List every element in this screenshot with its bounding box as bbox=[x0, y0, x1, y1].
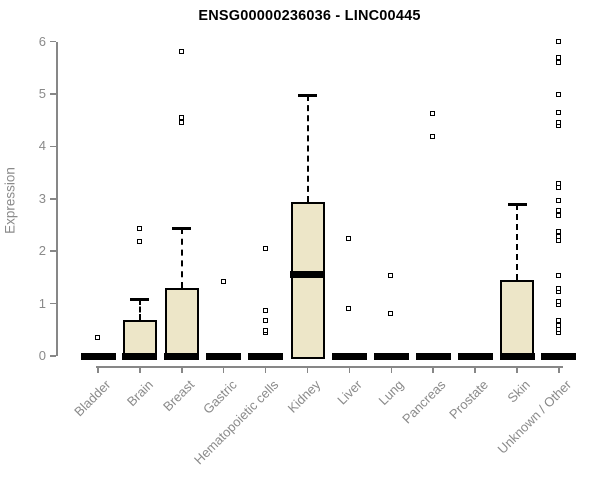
median-bar bbox=[248, 352, 284, 360]
box bbox=[290, 201, 325, 360]
chart-title: ENSG00000236036 - LINC00445 bbox=[198, 8, 421, 24]
outlier-point bbox=[136, 238, 142, 244]
outlier-point bbox=[555, 181, 561, 187]
x-tick-label: Pancreas bbox=[399, 377, 449, 427]
outlier-point bbox=[555, 229, 561, 235]
y-tick bbox=[50, 198, 56, 200]
box bbox=[164, 287, 199, 360]
whisker-cap bbox=[507, 202, 527, 206]
outlier-point bbox=[430, 110, 436, 116]
whisker-cap bbox=[130, 297, 150, 301]
x-tick bbox=[97, 366, 99, 373]
outlier-point bbox=[220, 278, 226, 284]
y-tick-label: 1 bbox=[38, 295, 46, 311]
median-bar bbox=[373, 352, 409, 360]
x-tick-label: Skin bbox=[504, 377, 533, 406]
y-tick bbox=[50, 302, 56, 305]
outlier-point bbox=[346, 236, 352, 242]
x-tick-label: Brain bbox=[123, 377, 156, 410]
y-tick-label: 4 bbox=[38, 138, 46, 154]
outlier-point bbox=[178, 120, 184, 126]
outlier-point bbox=[95, 335, 100, 341]
outlier-point bbox=[555, 197, 561, 203]
x-tick bbox=[558, 366, 560, 373]
outlier-point bbox=[388, 311, 394, 317]
x-tick-label: Gastric bbox=[199, 377, 240, 417]
whisker-cap bbox=[298, 93, 317, 97]
whisker bbox=[516, 204, 518, 280]
outlier-point bbox=[555, 55, 561, 61]
median-bar bbox=[290, 270, 325, 278]
x-tick bbox=[474, 366, 476, 373]
x-tick-label: Breast bbox=[160, 377, 198, 415]
outlier-point bbox=[555, 318, 561, 324]
x-tick bbox=[432, 366, 434, 373]
y-axis-line bbox=[56, 41, 58, 356]
x-tick-label: Unknown / Other bbox=[494, 377, 575, 457]
x-tick bbox=[306, 366, 309, 373]
outlier-point bbox=[346, 305, 352, 311]
whisker-cap bbox=[172, 226, 192, 230]
median-bar bbox=[541, 352, 577, 360]
x-tick-label: Lung bbox=[375, 377, 407, 409]
x-tick bbox=[264, 366, 267, 373]
x-tick bbox=[516, 366, 518, 373]
whisker bbox=[306, 95, 309, 202]
x-tick bbox=[139, 366, 141, 373]
median-bar bbox=[80, 352, 116, 360]
y-tick bbox=[50, 40, 56, 43]
x-axis-line bbox=[96, 366, 563, 368]
outlier-point bbox=[555, 208, 561, 214]
x-tick bbox=[390, 366, 393, 373]
outlier-point bbox=[555, 119, 561, 125]
whisker bbox=[138, 299, 141, 321]
outlier-point bbox=[555, 109, 561, 115]
outlier-point bbox=[262, 327, 268, 333]
outlier-point bbox=[555, 39, 561, 45]
median-bar bbox=[122, 352, 158, 360]
outlier-point bbox=[388, 272, 394, 278]
outlier-point bbox=[555, 91, 561, 97]
x-tick-label: Bladder bbox=[71, 377, 114, 420]
x-tick bbox=[348, 366, 351, 373]
outlier-point bbox=[178, 114, 184, 120]
y-tick-label: 2 bbox=[38, 243, 46, 259]
y-tick-label: 3 bbox=[38, 190, 46, 206]
y-tick-label: 5 bbox=[38, 86, 46, 101]
y-tick bbox=[50, 250, 56, 252]
x-tick-label: Liver bbox=[334, 377, 366, 408]
median-bar bbox=[206, 352, 242, 360]
outlier-point bbox=[262, 308, 268, 314]
median-bar bbox=[499, 352, 535, 360]
outlier-point bbox=[555, 273, 561, 279]
median-bar bbox=[331, 352, 367, 360]
outlier-point bbox=[136, 226, 142, 232]
y-tick-label: 0 bbox=[38, 348, 46, 363]
x-tick bbox=[222, 366, 225, 373]
y-tick bbox=[50, 145, 56, 148]
x-tick-label: Kidney bbox=[284, 377, 324, 416]
x-tick bbox=[181, 366, 183, 373]
box bbox=[500, 280, 534, 360]
outlier-point bbox=[430, 133, 436, 139]
y-tick-label: 6 bbox=[38, 33, 46, 49]
median-bar bbox=[415, 352, 451, 360]
outlier-point bbox=[262, 245, 268, 251]
outlier-point bbox=[555, 285, 561, 291]
y-tick bbox=[50, 93, 56, 95]
outlier-point bbox=[262, 318, 268, 324]
y-tick bbox=[50, 355, 56, 357]
x-tick-label: Prostate bbox=[445, 377, 491, 422]
outlier-point bbox=[555, 298, 561, 304]
outlier-point bbox=[178, 48, 184, 54]
median-bar bbox=[457, 352, 493, 360]
median-bar bbox=[164, 352, 200, 360]
whisker bbox=[180, 228, 183, 288]
